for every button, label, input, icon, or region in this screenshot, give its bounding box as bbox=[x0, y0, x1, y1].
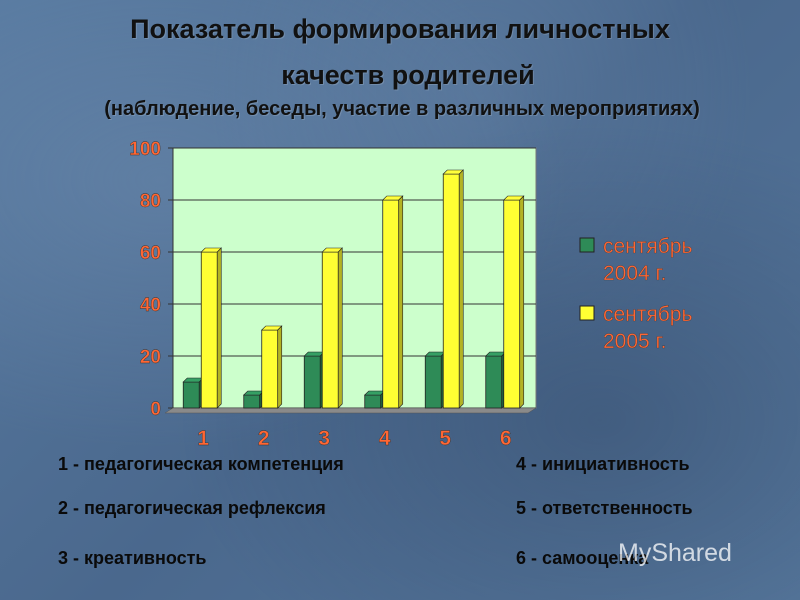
plot-area bbox=[172, 147, 537, 409]
plot-floor bbox=[164, 407, 537, 414]
legend-label: 2005 г. bbox=[603, 330, 666, 353]
note-3: 3 - креативность bbox=[58, 548, 207, 568]
x-tick-label: 5 bbox=[439, 427, 451, 450]
bar-sep2005-6 bbox=[503, 195, 525, 409]
note-2: 2 - педагогическая рефлексия bbox=[58, 498, 326, 518]
bar-sep2005-5 bbox=[442, 169, 464, 409]
y-tick-label: 20 bbox=[140, 347, 161, 368]
bar-sep2004-6 bbox=[485, 351, 507, 409]
legend-swatch bbox=[579, 305, 595, 321]
bar-sep2004-3 bbox=[303, 351, 325, 409]
x-tick-label: 1 bbox=[197, 427, 209, 450]
x-tick-label: 4 bbox=[379, 427, 391, 450]
note-1: 1 - педагогическая компетенция bbox=[58, 454, 344, 474]
bar-sep2004-2 bbox=[243, 390, 265, 409]
slide-subtitle: (наблюдение, беседы, участие в различных… bbox=[104, 98, 700, 120]
slide-title-line1: Показатель формирования личностных bbox=[130, 14, 670, 44]
y-tick-label: 0 bbox=[150, 399, 161, 420]
y-tick-label: 60 bbox=[140, 243, 161, 264]
note-6: 6 - самооценка bbox=[516, 548, 649, 568]
x-tick-label: 3 bbox=[318, 427, 330, 450]
watermark-logo: MyShared bbox=[618, 539, 732, 567]
y-tick-label: 100 bbox=[129, 139, 161, 160]
legend-swatch bbox=[579, 237, 595, 253]
x-tick-label: 6 bbox=[500, 427, 512, 450]
x-tick-label: 2 bbox=[258, 427, 270, 450]
bar-sep2004-1 bbox=[182, 377, 204, 409]
note-5: 5 - ответственность bbox=[516, 498, 693, 518]
bar-sep2005-3 bbox=[321, 247, 343, 409]
legend-label: сентябрь bbox=[603, 235, 692, 258]
y-tick-label: 40 bbox=[140, 295, 161, 316]
bar-sep2004-5 bbox=[424, 351, 446, 409]
y-tick-label: 80 bbox=[140, 191, 161, 212]
bar-sep2005-1 bbox=[200, 247, 222, 409]
bar-sep2004-4 bbox=[364, 390, 386, 409]
note-4: 4 - инициативность bbox=[516, 454, 690, 474]
bar-sep2005-2 bbox=[261, 325, 283, 409]
slide-title-line2: качеств родителей bbox=[281, 60, 535, 90]
legend-label: сентябрь bbox=[603, 303, 692, 326]
bar-sep2005-4 bbox=[382, 195, 404, 409]
legend-label: 2004 г. bbox=[603, 262, 666, 285]
